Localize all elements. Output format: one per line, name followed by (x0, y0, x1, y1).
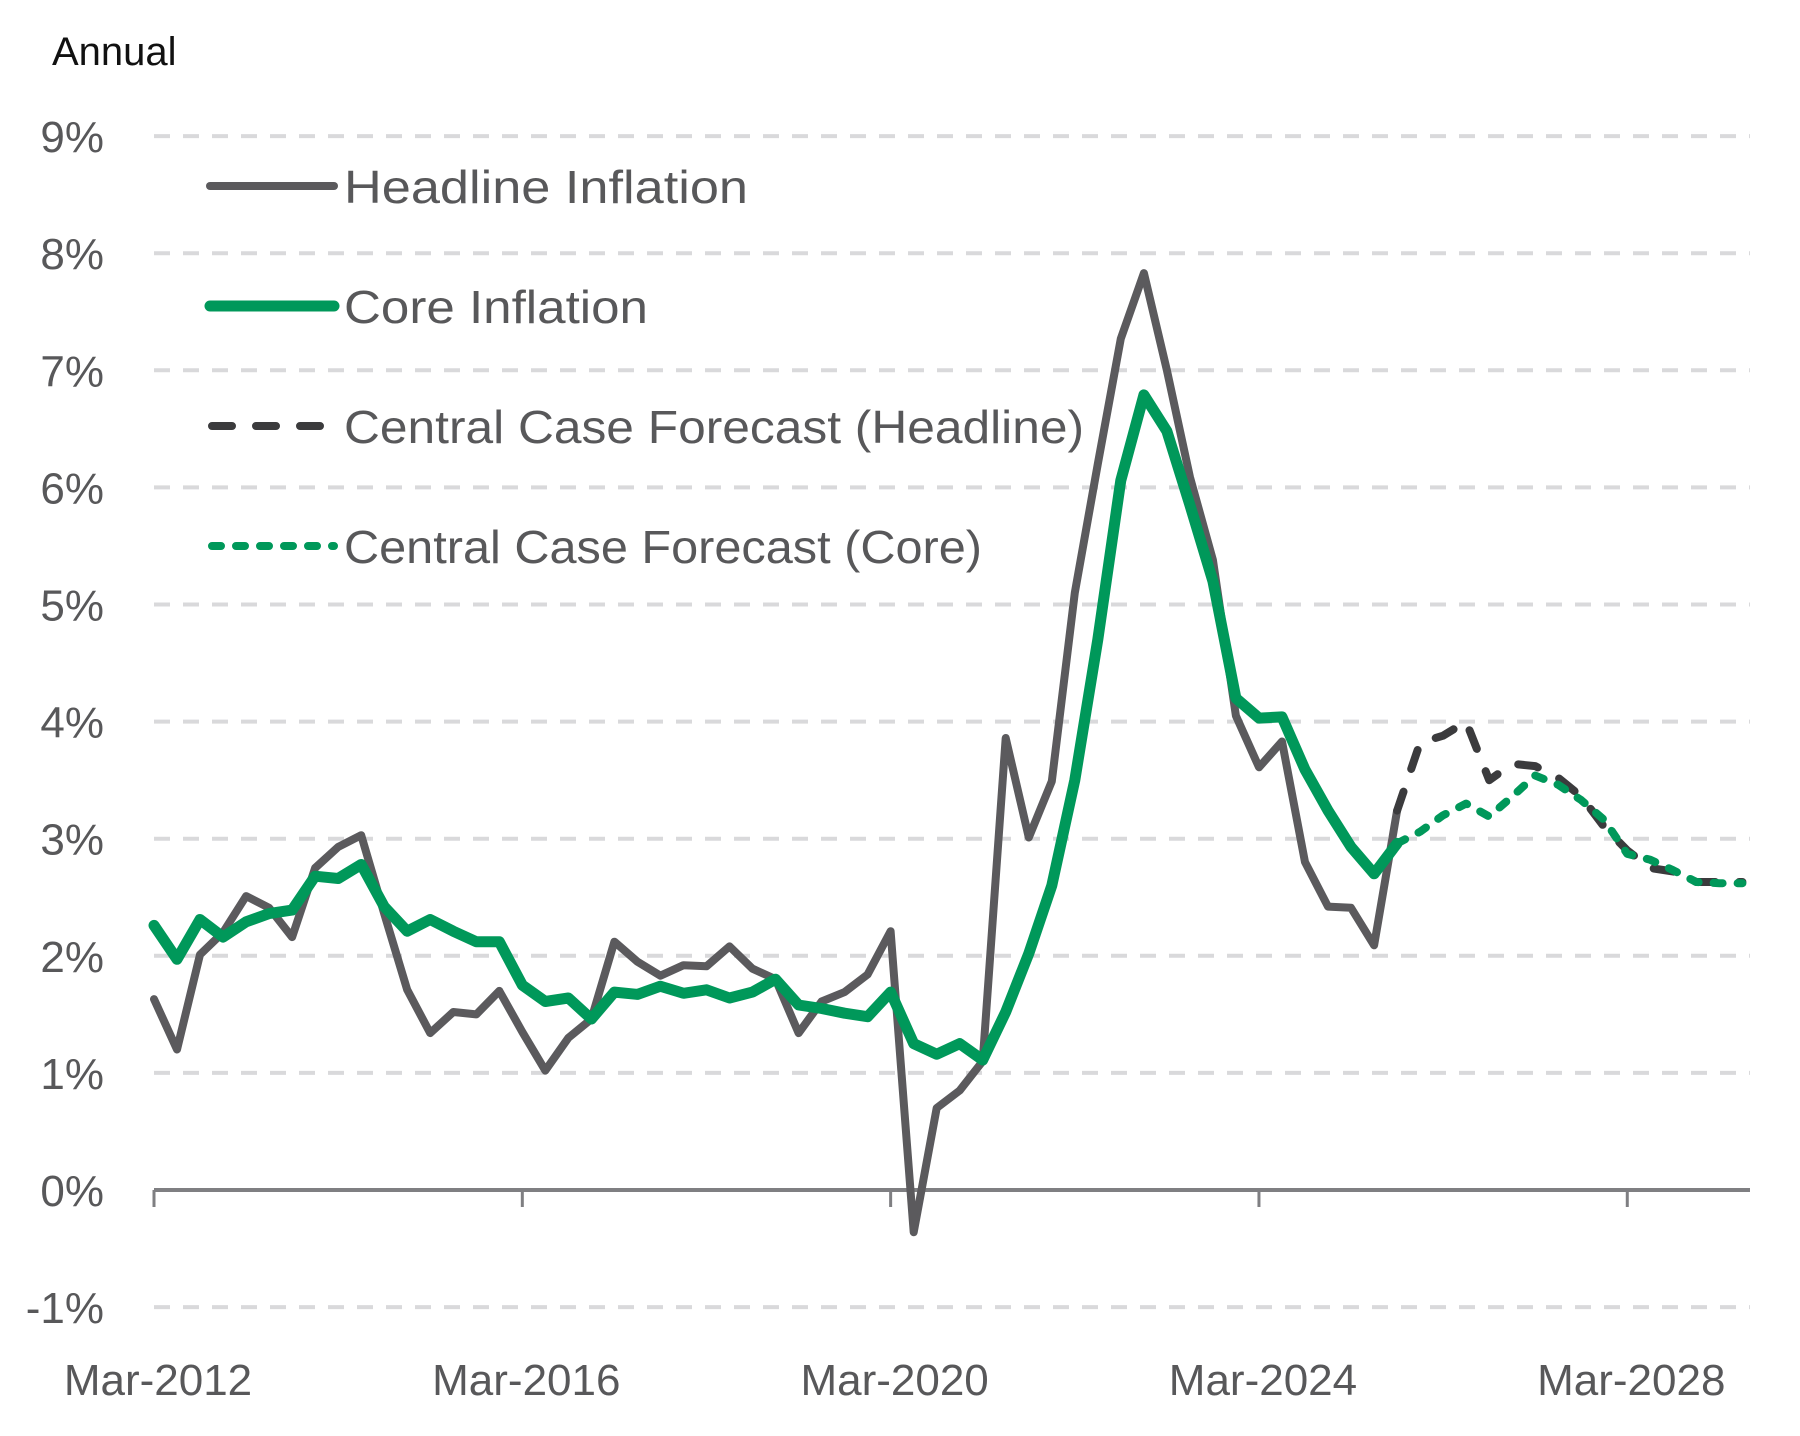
legend-item: Headline Inflation (206, 161, 748, 213)
y-tick-label: -1% (26, 1284, 104, 1333)
legend-label: Central Case Forecast (Core) (344, 521, 982, 573)
series-lines (148, 269, 1747, 1237)
x-tick-label: Mar-2028 (1537, 1356, 1725, 1405)
legend-item: Central Case Forecast (Core) (208, 521, 982, 573)
x-tick-label: Mar-2020 (800, 1356, 988, 1405)
x-tick-label: Mar-2012 (64, 1356, 252, 1405)
x-axis-ticks: Mar-2012 Mar-2016 Mar-2020 Mar-2024 Mar-2028 (64, 1190, 1725, 1405)
y-tick-label: 8% (40, 230, 104, 279)
y-axis-ticks: -1% 0% 1% 2% 3% 4% 5% 6% 7% 8% 9% (26, 113, 104, 1333)
legend-item: Core Inflation (204, 281, 648, 333)
legend-label: Central Case Forecast (Headline) (344, 401, 1084, 453)
y-tick-label: 2% (40, 933, 104, 982)
x-tick-label: Mar-2024 (1169, 1356, 1357, 1405)
gridlines (154, 134, 1750, 1310)
y-tick-label: 0% (40, 1167, 104, 1216)
legend-label: Core Inflation (344, 281, 648, 333)
series-line-core-inflation (148, 389, 1403, 1066)
y-tick-label: 5% (40, 582, 104, 631)
legend: Headline Inflation Core Inflation Central … (204, 161, 1084, 573)
y-tick-label: 7% (40, 347, 104, 396)
series-line-central-case-forecast-headline (1393, 717, 1747, 886)
legend-label: Headline Inflation (344, 161, 748, 213)
y-tick-label: 1% (40, 1050, 104, 1099)
y-tick-label: 6% (40, 464, 104, 513)
legend-item: Central Case Forecast (Headline) (208, 401, 1084, 453)
y-tick-label: 4% (40, 699, 104, 748)
y-tick-label: 3% (40, 816, 104, 865)
y-axis-title: Annual (52, 30, 177, 74)
x-tick-label: Mar-2016 (432, 1356, 620, 1405)
y-tick-label: 9% (40, 113, 104, 162)
